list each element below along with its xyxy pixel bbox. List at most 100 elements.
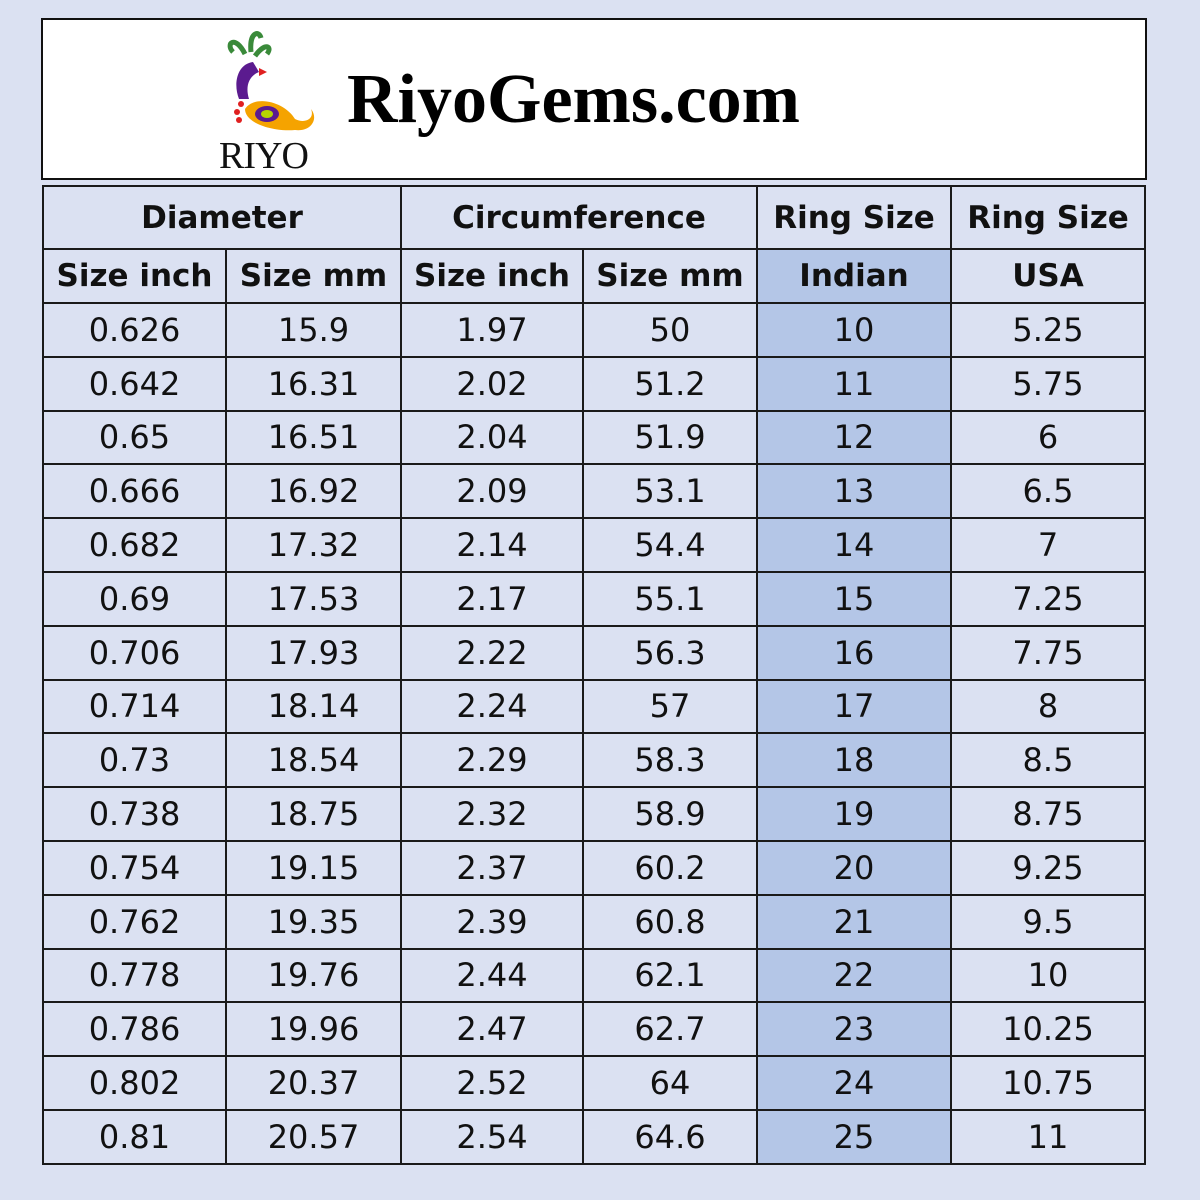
cell-diameter-inch: 0.778	[42, 947, 227, 1004]
logo-text: RIYO	[219, 135, 309, 177]
cell-diameter-mm: 17.32	[225, 517, 402, 573]
sub-header-row: Size inch Size mm Size inch Size mm Indian US…	[42, 248, 1146, 304]
cell-usa-size: 7.25	[950, 570, 1146, 627]
subheader-diameter-inch: Size inch	[42, 248, 227, 304]
cell-usa-size: 5.25	[950, 302, 1146, 358]
cell-circumference-inch: 2.17	[400, 570, 584, 627]
subheader-usa-size: USA	[950, 248, 1146, 304]
cell-diameter-inch: 0.69	[42, 570, 227, 627]
cell-indian-size: 12	[756, 409, 952, 466]
cell-usa-size: 6.5	[950, 463, 1146, 520]
cell-diameter-inch: 0.802	[42, 1055, 227, 1111]
cell-indian-size: 22	[756, 947, 952, 1004]
cell-diameter-inch: 0.786	[42, 1001, 227, 1058]
cell-diameter-inch: 0.642	[42, 355, 227, 412]
cell-usa-size: 8.5	[950, 732, 1146, 789]
cell-indian-size: 24	[756, 1055, 952, 1111]
cell-circumference-inch: 2.32	[400, 786, 584, 842]
cell-diameter-inch: 0.714	[42, 678, 227, 735]
cell-usa-size: 8.75	[950, 786, 1146, 842]
cell-circumference-inch: 2.39	[400, 893, 584, 950]
cell-circumference-inch: 2.54	[400, 1108, 584, 1165]
cell-circumference-inch: 2.09	[400, 463, 584, 520]
table-row: 0.626 15.9 1.97 50 10 5.25	[42, 302, 1146, 358]
cell-usa-size: 7	[950, 517, 1146, 573]
cell-usa-size: 9.25	[950, 839, 1146, 896]
table-row: 0.802 20.37 2.52 64 24 10.75	[42, 1055, 1146, 1111]
brand-banner: RIYO RiyoGems.com	[41, 18, 1147, 180]
subheader-diameter-mm: Size mm	[225, 248, 402, 304]
table-row: 0.73 18.54 2.29 58.3 18 8.5	[42, 732, 1146, 789]
cell-diameter-mm: 20.57	[225, 1108, 402, 1165]
header-diameter: Diameter	[42, 185, 402, 250]
table-row: 0.754 19.15 2.37 60.2 20 9.25	[42, 839, 1146, 896]
cell-circumference-mm: 57	[582, 678, 758, 735]
cell-indian-size: 25	[756, 1108, 952, 1165]
cell-circumference-mm: 58.9	[582, 786, 758, 842]
cell-diameter-mm: 19.35	[225, 893, 402, 950]
cell-circumference-inch: 2.04	[400, 409, 584, 466]
cell-indian-size: 10	[756, 302, 952, 358]
cell-diameter-inch: 0.754	[42, 839, 227, 896]
site-name: RiyoGems.com	[347, 61, 800, 138]
cell-circumference-mm: 62.1	[582, 947, 758, 1004]
cell-indian-size: 11	[756, 355, 952, 412]
cell-circumference-inch: 2.47	[400, 1001, 584, 1058]
table-row: 0.81 20.57 2.54 64.6 25 11	[42, 1108, 1146, 1165]
cell-circumference-mm: 60.2	[582, 839, 758, 896]
cell-diameter-mm: 18.14	[225, 678, 402, 735]
cell-diameter-inch: 0.666	[42, 463, 227, 520]
cell-usa-size: 10	[950, 947, 1146, 1004]
cell-diameter-inch: 0.626	[42, 302, 227, 358]
cell-indian-size: 16	[756, 624, 952, 681]
cell-circumference-mm: 60.8	[582, 893, 758, 950]
subheader-indian-size: Indian	[756, 248, 952, 304]
cell-diameter-inch: 0.73	[42, 732, 227, 789]
cell-diameter-inch: 0.65	[42, 409, 227, 466]
header-circumference: Circumference	[400, 185, 758, 250]
cell-usa-size: 10.25	[950, 1001, 1146, 1058]
table-row: 0.69 17.53 2.17 55.1 15 7.25	[42, 570, 1146, 627]
subheader-circumference-mm: Size mm	[582, 248, 758, 304]
cell-circumference-inch: 2.24	[400, 678, 584, 735]
cell-circumference-mm: 64.6	[582, 1108, 758, 1165]
ring-size-table: Diameter Circumference Ring Size Ring Si…	[42, 185, 1146, 1165]
cell-indian-size: 18	[756, 732, 952, 789]
cell-diameter-mm: 20.37	[225, 1055, 402, 1111]
table-row: 0.714 18.14 2.24 57 17 8	[42, 678, 1146, 735]
cell-diameter-inch: 0.81	[42, 1108, 227, 1165]
cell-circumference-inch: 2.44	[400, 947, 584, 1004]
cell-diameter-mm: 19.15	[225, 839, 402, 896]
cell-usa-size: 11	[950, 1108, 1146, 1165]
cell-diameter-mm: 17.53	[225, 570, 402, 627]
cell-circumference-inch: 2.37	[400, 839, 584, 896]
cell-circumference-mm: 58.3	[582, 732, 758, 789]
cell-diameter-inch: 0.706	[42, 624, 227, 681]
cell-diameter-mm: 19.96	[225, 1001, 402, 1058]
cell-circumference-inch: 1.97	[400, 302, 584, 358]
table-row: 0.778 19.76 2.44 62.1 22 10	[42, 947, 1146, 1004]
riyo-logo: RIYO	[215, 24, 333, 177]
group-header-row: Diameter Circumference Ring Size Ring Si…	[42, 185, 1146, 250]
cell-usa-size: 9.5	[950, 893, 1146, 950]
table-row: 0.706 17.93 2.22 56.3 16 7.75	[42, 624, 1146, 681]
cell-usa-size: 10.75	[950, 1055, 1146, 1111]
cell-diameter-inch: 0.682	[42, 517, 227, 573]
cell-circumference-mm: 64	[582, 1055, 758, 1111]
cell-indian-size: 15	[756, 570, 952, 627]
cell-indian-size: 19	[756, 786, 952, 842]
cell-diameter-inch: 0.738	[42, 786, 227, 842]
cell-diameter-mm: 18.75	[225, 786, 402, 842]
header-ring-size-usa: Ring Size	[950, 185, 1146, 250]
header-ring-size-indian: Ring Size	[756, 185, 952, 250]
subheader-circumference-inch: Size inch	[400, 248, 584, 304]
cell-circumference-inch: 2.29	[400, 732, 584, 789]
cell-diameter-mm: 16.31	[225, 355, 402, 412]
cell-circumference-mm: 62.7	[582, 1001, 758, 1058]
cell-circumference-mm: 51.2	[582, 355, 758, 412]
cell-diameter-inch: 0.762	[42, 893, 227, 950]
cell-usa-size: 8	[950, 678, 1146, 735]
cell-circumference-mm: 53.1	[582, 463, 758, 520]
cell-circumference-mm: 50	[582, 302, 758, 358]
cell-circumference-mm: 54.4	[582, 517, 758, 573]
